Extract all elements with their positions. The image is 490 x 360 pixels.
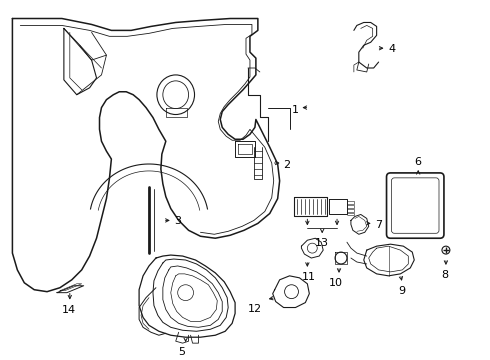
Text: 11: 11 — [301, 272, 316, 282]
Text: 12: 12 — [248, 303, 262, 314]
Text: 8: 8 — [441, 270, 448, 280]
Text: 14: 14 — [62, 305, 76, 315]
Text: 1: 1 — [292, 105, 298, 114]
Text: 3: 3 — [174, 216, 181, 226]
Text: 2: 2 — [284, 160, 291, 170]
Text: 6: 6 — [414, 157, 421, 167]
Text: 5: 5 — [179, 347, 186, 357]
Text: 4: 4 — [389, 44, 395, 54]
Text: 9: 9 — [398, 286, 406, 296]
Text: 13: 13 — [315, 238, 329, 248]
Text: 10: 10 — [329, 278, 343, 288]
Text: 7: 7 — [375, 220, 382, 230]
